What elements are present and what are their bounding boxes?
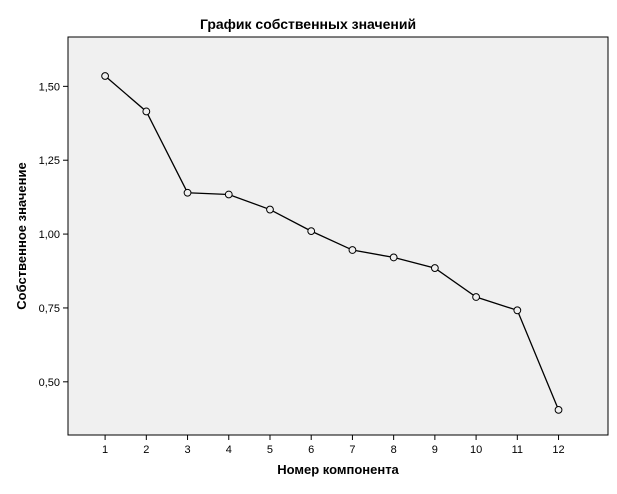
y-tick-label: 0,50	[39, 377, 60, 389]
y-tick-label: 0,75	[39, 303, 60, 315]
x-tick-label: 2	[143, 444, 149, 456]
x-tick-label: 1	[102, 444, 108, 456]
x-tick-label: 4	[226, 444, 232, 456]
x-tick-label: 8	[391, 444, 397, 456]
y-tick-label: 1,25	[39, 155, 60, 167]
data-point	[472, 293, 480, 301]
data-point	[430, 264, 439, 272]
series-layer	[101, 72, 563, 414]
chart-title: График собственных значений	[200, 16, 416, 32]
data-point	[348, 246, 357, 254]
data-point	[266, 205, 274, 214]
data-point	[307, 227, 316, 236]
x-tick-label: 5	[267, 444, 273, 456]
data-point	[224, 190, 233, 199]
y-axis-label: Собственное значение	[14, 162, 29, 309]
plot-area	[67, 36, 609, 436]
data-point	[513, 306, 522, 315]
x-tick-label: 3	[184, 444, 190, 456]
series-line	[104, 75, 560, 411]
data-point	[142, 107, 151, 116]
x-tick-label: 12	[552, 444, 564, 456]
y-axis: 0,50 0,75 1,00 1,25 1,50	[39, 81, 68, 389]
x-tick-label: 10	[470, 444, 482, 456]
x-tick-label: 11	[512, 444, 523, 456]
y-tick-label: 1,00	[39, 229, 60, 241]
y-tick-label: 1,50	[39, 81, 60, 93]
x-tick-label: 9	[432, 444, 438, 456]
x-axis: 1 2 3 4 5 6 7 8 9 10 11 12	[102, 435, 565, 456]
data-point	[183, 188, 192, 197]
data-point	[554, 405, 563, 414]
x-tick-label: 6	[308, 444, 314, 456]
data-point	[389, 253, 398, 262]
data-point	[101, 72, 109, 80]
x-tick-label: 7	[349, 444, 355, 456]
x-axis-label: Номер компонента	[277, 462, 399, 477]
